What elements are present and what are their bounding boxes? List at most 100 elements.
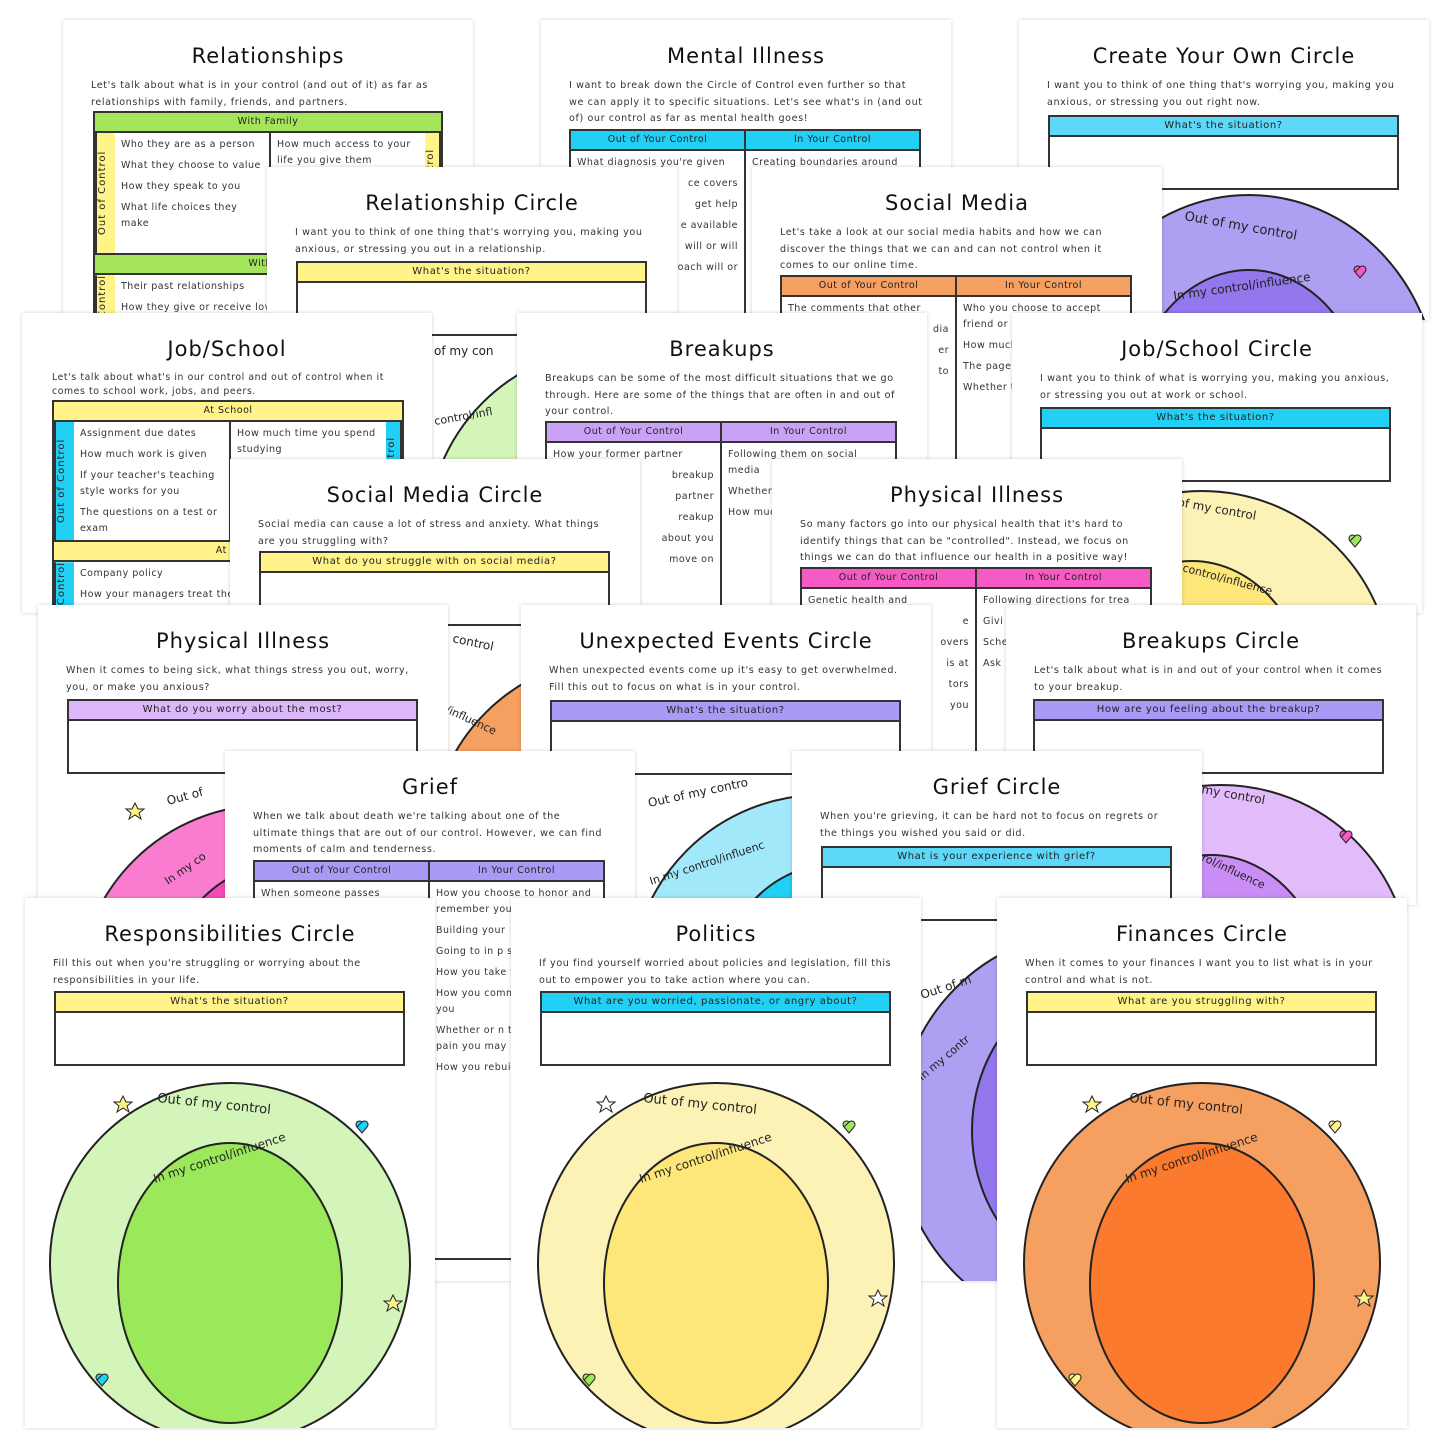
list-item: Following them on social media [728,449,858,476]
star-icon [124,801,146,821]
circle-of-control-diagram: of my control control/influence [1162,490,1381,613]
in-header: In Your Control [975,569,1150,587]
question-header: What's the situation? [56,993,403,1013]
sheet-title: Create Your Own Circle [1092,44,1356,68]
list-item: Who you choose to accept friend or reque… [963,303,1101,330]
list-item: What diagnosis you're given [577,157,726,168]
heart-icon [1353,265,1367,279]
inner-ring [1158,269,1340,320]
heart-icon [1068,1373,1082,1387]
question-header: What are you worried, passionate, or ang… [542,993,889,1013]
list-item: If your teacher's teaching style works f… [80,470,215,497]
list-item: Creating boundaries around [752,157,898,168]
svg-text:Out of: Out of [165,785,205,808]
list-item: The questions on a test or exam [80,507,218,534]
list-item: How much access to your life you give th… [277,139,411,166]
list-item: e [962,616,969,627]
list-item: er [938,345,949,356]
list-item: Company policy [80,568,164,579]
heart-icon [582,1373,596,1387]
star-icon [382,1293,404,1313]
section-header: With Family [237,116,299,127]
out-column: Their past relationships How they give o… [115,275,441,320]
situation-box[interactable]: What are you struggling with? [1026,991,1377,1066]
question-header: What is your experience with grief? [823,848,1170,868]
list-item: will or will [684,241,738,252]
sheet-description: I want you to think of what is worrying … [1040,373,1390,401]
sheet-description: When we talk about death we're talking a… [253,811,603,855]
out-column: The comments that other dia er to [782,297,955,467]
star-icon [112,1094,134,1114]
list-item: How much time you spend studying [237,428,376,455]
worksheet-finances-circle: Finances Circle When it comes to your fi… [997,898,1407,1428]
heart-icon [842,1120,856,1134]
list-item: tors [948,679,969,690]
list-item: about you [661,533,714,544]
list-item: What life choices they make [121,202,238,229]
sheet-title: Social Media [884,191,1029,215]
list-item: Following directions for trea [983,595,1130,606]
sheet-description: When you're grieving, it can be hard not… [820,811,1159,839]
list-item: to [938,366,949,377]
sheet-title: Grief [401,775,459,799]
question-header: What's the situation? [1042,409,1389,429]
list-item: How you comm needs to the you [436,988,585,1015]
list-item: Building your [436,925,506,936]
circle-of-control-diagram: Out of my control In my control/influenc… [49,1082,411,1428]
sheet-description: When unexpected events come up it's easy… [549,665,898,693]
out-header: Out of Your Control [607,134,708,145]
inner-ring [117,1142,343,1424]
situation-box[interactable]: What are you worried, passionate, or ang… [540,991,891,1066]
question-header: What do you struggle with on social medi… [261,553,608,573]
side-label: Out of Control [54,422,74,540]
sheet-title: Breakups [669,337,775,361]
sheet-description: Let's take a look at our social media ha… [780,227,1103,271]
list-item: breakup [671,470,714,481]
star-icon [595,1094,617,1114]
list-item: How your managers treat their employees [80,589,302,600]
circle-of-control-diagram: Out of my control In my control/influenc… [537,1082,895,1428]
list-item: The comments that other [788,303,921,314]
sheet-title: Responsibilities Circle [104,922,356,946]
inner-ring [603,1142,829,1424]
list-item: What they choose to value [121,160,261,171]
list-item: Genetic health and [808,595,908,606]
situation-box[interactable]: What's the situation? [54,991,405,1066]
situation-box[interactable]: What's the situation? [1040,407,1391,482]
sheet-description: Breakups can be some of the most difficu… [545,373,896,417]
worksheet-politics: Politics If you find yourself worried ab… [511,898,921,1428]
list-item: How you rebuil [436,1062,515,1073]
sheet-description: Social media can cause a lot of stress a… [258,519,600,547]
section-header: At School [203,405,253,416]
list-item: move on [669,554,714,565]
heart-icon [355,1120,369,1134]
list-item: How they speak to you [121,181,241,192]
in-column: Creating boundaries around [744,151,919,320]
heart-icon [95,1373,109,1387]
list-item: oach will or [677,262,738,273]
sheet-title: Job/School [167,337,287,361]
in-header: In Your Control [955,277,1130,295]
sheet-description: I want to break down the Circle of Contr… [569,80,923,124]
svg-text:Out of my contro: Out of my contro [647,775,750,810]
list-item: The page choose t [963,361,1059,372]
in-header: In Your Control [744,131,919,149]
list-item: ce covers [688,178,738,189]
list-item: Whether to block [963,382,1053,393]
star-icon [867,1288,889,1308]
out-header: Out of Your Control [838,572,939,583]
sheet-description: I want you to think of one thing that's … [1047,80,1395,108]
svg-text:control: control [451,631,495,653]
sheet-title: Grief Circle [932,775,1062,799]
sheet-description: When it comes to your finances I want yo… [1025,958,1373,986]
sheet-title: Relationship Circle [365,191,579,215]
list-item: Their past relationships [121,281,245,292]
heart-icon [1339,830,1353,844]
list-item: Who they are as a person [121,139,256,150]
worksheet-responsibilities-circle: Responsibilities Circle Fill this out wh… [25,898,435,1428]
list-item: reakup [678,512,714,523]
out-column: Company policy How your managers treat t… [74,562,402,613]
sheet-title: Politics [675,922,757,946]
out-column: Assignment due dates How much work is gi… [74,422,229,540]
list-item: How your former partner [553,449,683,460]
